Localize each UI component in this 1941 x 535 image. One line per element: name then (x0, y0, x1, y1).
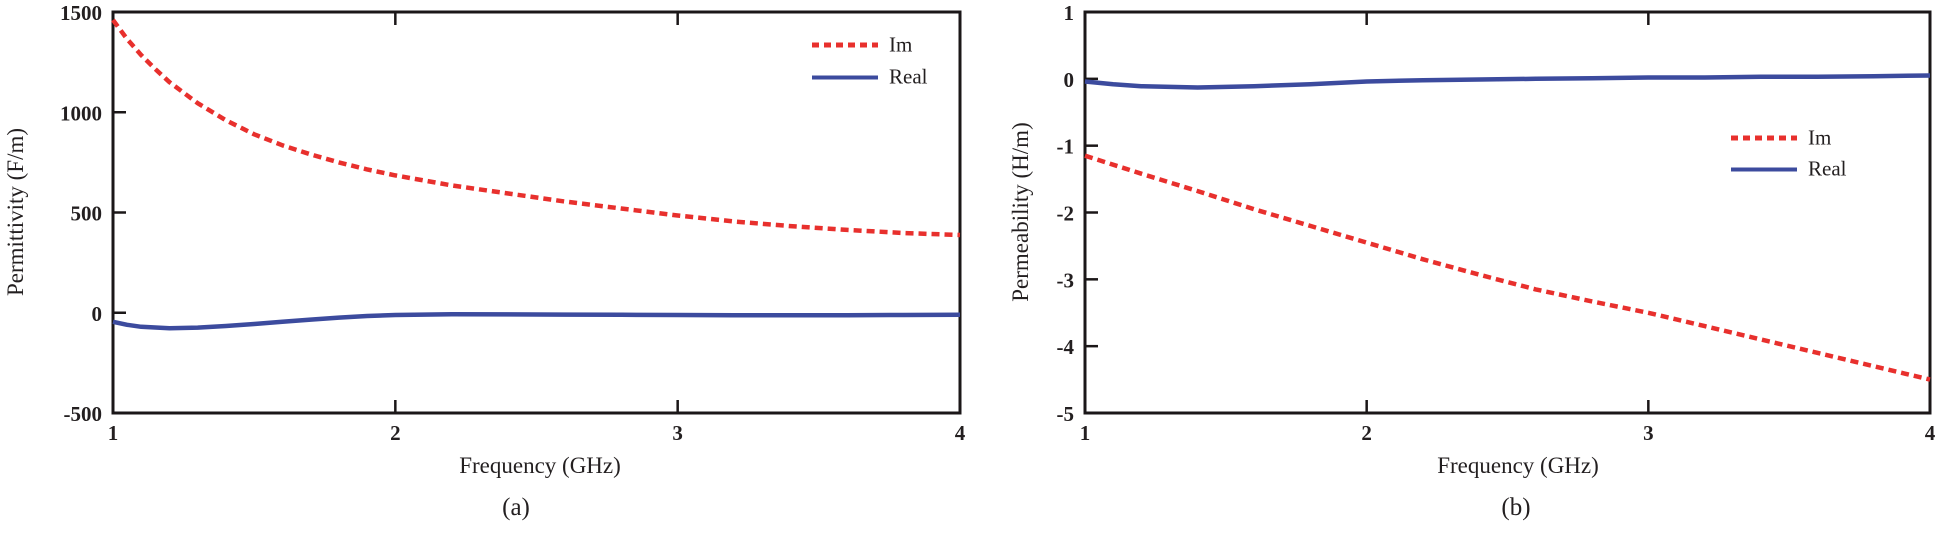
caption-b: (b) (1501, 494, 1531, 521)
real-curve (1084, 73, 1931, 90)
legend-item-im-a: Im (812, 32, 913, 57)
y-tick-label: -2 (1057, 202, 1075, 226)
y-tick-label: 1 (1064, 1, 1075, 25)
y-tick-label: -3 (1057, 268, 1075, 292)
legend-item-real-a: Real (812, 64, 928, 89)
real-solid-line-swatch-icon (812, 75, 878, 79)
im-curve (1084, 153, 1931, 382)
x-tick-label: 2 (1361, 421, 1372, 445)
y-axis-title-permittivity: Permittivity (F/m) (3, 127, 28, 297)
y-tick-label: -5 (1057, 402, 1075, 426)
legend-item-im-b: Im (1731, 125, 1832, 150)
y-tick-label: 1000 (60, 101, 102, 125)
x-tick-label: 3 (672, 421, 683, 445)
x-tick-label: 2 (390, 421, 401, 445)
y-tick-label: 0 (1064, 68, 1075, 92)
legend-label-real-b: Real (1808, 156, 1847, 181)
x-tick-label: 1 (1080, 421, 1091, 445)
im-dashed-line-swatch-icon (812, 42, 878, 48)
y-tick-label: -500 (64, 402, 103, 426)
legend-label-im-a: Im (889, 32, 913, 57)
y-tick-label: 500 (71, 202, 103, 226)
x-tick-label: 4 (955, 421, 966, 445)
plot-box (1083, 10, 1932, 415)
im-curve (111, 18, 961, 238)
y-tick-label: 0 (92, 302, 103, 326)
x-tick-label: 1 (108, 421, 119, 445)
y-tick-label: -1 (1057, 135, 1075, 159)
legend-item-real-b: Real (1731, 156, 1847, 181)
legend-label-im-b: Im (1808, 125, 1832, 150)
x-axis-title-frequency-a: Frequency (GHz) (459, 453, 621, 478)
y-axis-title-permeability: Permeability (H/m) (1008, 122, 1033, 302)
x-tick-label: 4 (1925, 421, 1936, 445)
x-axis-title-frequency-b: Frequency (GHz) (1437, 453, 1599, 478)
real-solid-line-swatch-icon (1731, 167, 1797, 171)
caption-a: (a) (502, 494, 530, 521)
y-tick-label: -4 (1057, 335, 1075, 359)
y-tick-label: 1500 (60, 1, 102, 25)
im-dashed-line-swatch-icon (1731, 135, 1797, 141)
legend-label-real-a: Real (889, 64, 928, 89)
x-tick-label: 3 (1643, 421, 1654, 445)
real-curve (112, 311, 961, 331)
